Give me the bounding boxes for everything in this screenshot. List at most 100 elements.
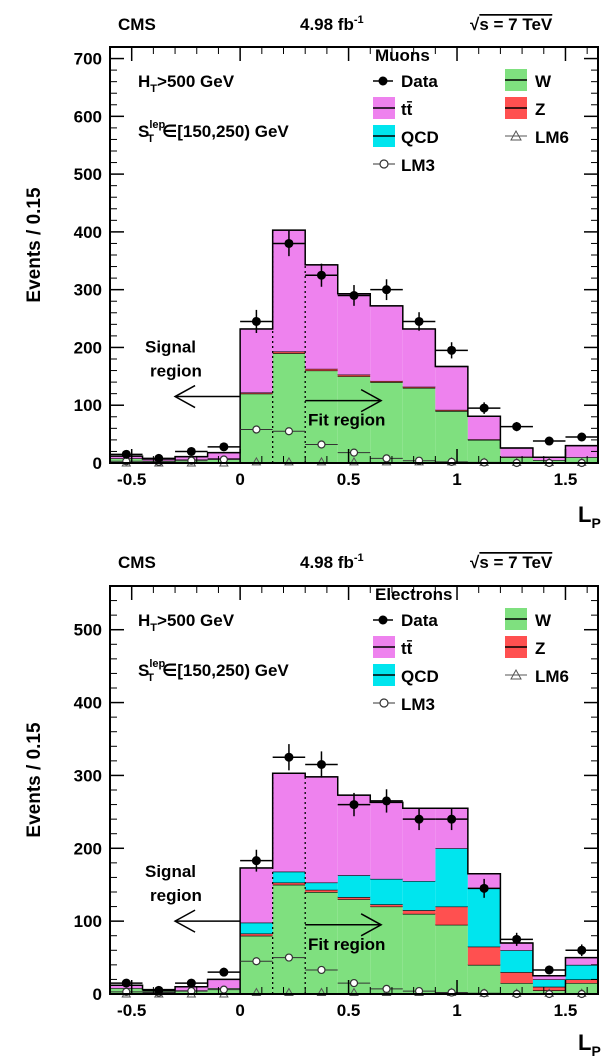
legend-lm3-marker (379, 698, 389, 708)
histogram-bar-z (370, 904, 403, 907)
x-axis-label: LP (578, 1030, 601, 1058)
histogram-bar-qcd (467, 888, 501, 947)
x-tick-label: 0.5 (337, 1001, 361, 1020)
lm3-marker (284, 427, 294, 436)
data-point (382, 285, 392, 295)
ht-cut-rest: >500 GeV (157, 72, 235, 91)
legend-z-label: Z (535, 639, 545, 658)
legend-lm6-label: LM6 (535, 667, 569, 686)
data-point (512, 934, 522, 944)
x-axis-label-sub: P (591, 515, 600, 531)
st-cut-sub: T (147, 672, 154, 684)
legend-lm6-label: LM6 (535, 128, 569, 147)
luminosity-exponent: -1 (354, 14, 364, 26)
legend-z-label: Z (535, 100, 545, 119)
signal-region-label: region (150, 886, 202, 905)
ht-cut-label: HT>500 GeV (138, 611, 235, 634)
data-point (154, 453, 164, 463)
lm3-marker (219, 455, 228, 464)
x-tick-label: -0.5 (117, 470, 146, 489)
data-point (349, 290, 359, 300)
experiment-label: CMS (118, 553, 156, 572)
histogram-bar-z (240, 933, 273, 936)
histogram-bar-ttbar (240, 867, 273, 923)
lm3-marker (284, 953, 294, 962)
y-tick-label: 300 (74, 281, 102, 300)
lm3-marker (447, 457, 456, 466)
y-tick-label: 700 (74, 50, 102, 69)
legend-title: Electrons (375, 585, 452, 604)
histogram-bar-w (467, 439, 501, 463)
histogram-bar-z (272, 882, 306, 885)
legend-lm6-marker (510, 668, 522, 680)
histogram-bar-ttbar (272, 773, 306, 872)
data-point (544, 436, 554, 446)
data-point (186, 978, 196, 988)
histogram-bar-ttbar (240, 328, 273, 393)
histogram-bar-z (500, 972, 533, 984)
energy-value: s = 7 TeV (479, 15, 553, 34)
histogram-bar-qcd (435, 848, 468, 907)
lm3-marker (252, 425, 261, 434)
legend: Muons Data tt̄ QCD LM3 WZ LM6 (373, 46, 569, 175)
data-point (284, 238, 294, 248)
legend-data-label: Data (401, 72, 438, 91)
lm3-marker (252, 957, 261, 966)
lm6-marker (251, 456, 262, 466)
histogram-bar-w (402, 913, 436, 994)
histogram-bar-ttbar (500, 447, 533, 457)
y-axis-label: Events / 0.15 (24, 722, 45, 838)
y-tick-label: 200 (74, 839, 102, 858)
histogram-bar-ttbar (565, 957, 598, 965)
y-tick-label: 400 (74, 694, 102, 713)
luminosity-label: 4.98 fb-1 (300, 14, 364, 34)
data-point (219, 967, 229, 977)
signal-region-label: region (150, 362, 202, 381)
data-point (121, 978, 131, 988)
histogram-bar-qcd (337, 875, 371, 898)
y-tick-label: 200 (74, 338, 102, 357)
data-point (414, 814, 424, 824)
histogram-bar-qcd (402, 881, 436, 911)
legend-ttbar-label: tt̄ (401, 100, 413, 119)
st-cut-rest: ∈[150,250) GeV (162, 661, 289, 680)
x-tick-label: 1.5 (554, 1001, 578, 1020)
x-tick-label: 1 (452, 1001, 461, 1020)
lm3-marker (219, 985, 228, 994)
histogram-bar-ttbar (370, 305, 403, 381)
legend-lm3-marker (379, 159, 389, 169)
lm6-marker (284, 987, 294, 997)
data-point (479, 403, 489, 413)
signal-region-label: Signal (145, 338, 196, 357)
st-cut-rest: ∈[150,250) GeV (162, 122, 289, 141)
histogram-bar-ttbar (467, 416, 501, 440)
data-point (284, 752, 294, 762)
y-tick-label: 100 (74, 396, 102, 415)
y-tick-label: 100 (74, 912, 102, 931)
legend-lm6-marker (510, 129, 522, 141)
y-axis-label: Events / 0.15 (24, 187, 45, 303)
histogram-bar-qcd (500, 950, 533, 973)
ht-cut-rest: >500 GeV (157, 611, 235, 630)
data-point (512, 422, 522, 432)
st-cut-label: Slep T ∈[150,250) GeV (138, 119, 289, 145)
y-tick-label: 500 (74, 621, 102, 640)
ht-cut-sub: T (150, 622, 157, 634)
legend-w-label: W (535, 611, 552, 630)
histogram-bar-z (565, 979, 598, 984)
chart-panel-bottom: CMS 4.98 fb-1 √s = 7 TeV 0 100 200 300 400 500 -0… (24, 552, 601, 1058)
histogram-bar-z (337, 374, 371, 377)
histogram-bar-z (272, 351, 306, 354)
data-point (544, 965, 554, 975)
histogram-bar-z (305, 889, 338, 892)
data-point (447, 814, 457, 824)
histogram-total-outline (109, 772, 599, 994)
region-arrow-head (360, 388, 383, 413)
st-cut-sup: lep (149, 658, 165, 670)
data-point (479, 883, 489, 893)
data-point (316, 760, 326, 769)
legend-qcd-label: QCD (401, 128, 439, 147)
histogram-bar-ttbar (565, 445, 598, 458)
histogram-bar-w (272, 884, 306, 994)
data-point (382, 796, 392, 806)
